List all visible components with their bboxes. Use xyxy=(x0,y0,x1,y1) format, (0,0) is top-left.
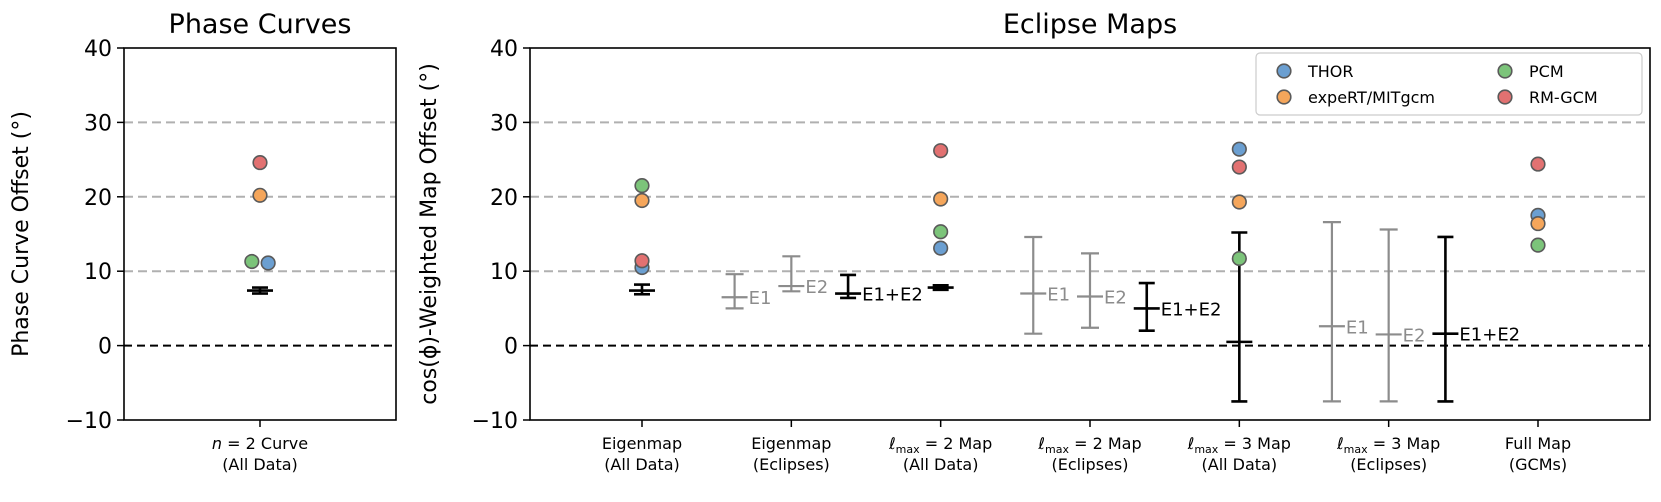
data-point-rm-gcm xyxy=(634,253,650,269)
error-bar: E2 xyxy=(1375,228,1426,403)
x-tick-label-line1: ℓmax = 3 Map xyxy=(1187,434,1291,456)
x-tick-label-line1: n = 2 Curve xyxy=(212,434,308,453)
error-bar-label: E2 xyxy=(1104,287,1127,308)
data-point-thor xyxy=(933,240,949,256)
x-tick-label-line2: (All Data) xyxy=(903,455,979,474)
x-tick-label-line2: (All Data) xyxy=(222,455,298,474)
x-tick-label-line1: ℓmax = 2 Map xyxy=(888,434,992,456)
data-point-pcm xyxy=(244,253,260,270)
error-bar: E1 xyxy=(1020,235,1070,335)
y-tick-label: 20 xyxy=(84,186,112,211)
y-axis-label: cos(ϕ)-Weighted Map Offset (°) xyxy=(417,63,442,405)
y-tick-label: 30 xyxy=(490,111,518,136)
legend-label: expeRT/MITgcm xyxy=(1308,88,1435,107)
y-tick-label: 30 xyxy=(84,111,112,136)
legend-marker xyxy=(1276,89,1292,105)
y-tick-label: 0 xyxy=(504,335,518,360)
x-tick-label-line1: Full Map xyxy=(1505,434,1571,453)
legend-box xyxy=(1255,52,1643,116)
x-tick-label-line2: (Eclipses) xyxy=(753,455,830,474)
error-bar: E1+E2 xyxy=(835,273,923,306)
y-axis-label: Phase Curve Offset (°) xyxy=(9,111,34,357)
legend-marker xyxy=(1497,89,1513,105)
legend-label: PCM xyxy=(1529,62,1564,81)
x-tick-label-line2: (Eclipses) xyxy=(1350,455,1427,474)
x-tick-label-line2: (GCMs) xyxy=(1509,455,1567,474)
y-tick-label: 10 xyxy=(490,260,518,285)
error-bar: E1 xyxy=(1318,220,1369,403)
error-bar: E2 xyxy=(1077,252,1127,329)
error-bar-label: E1 xyxy=(1346,317,1369,338)
y-tick-label: 40 xyxy=(490,37,518,62)
panel-phase-curves: −10 0 10 20 30 40 Phase Curves Phase Curve Offs… xyxy=(9,9,397,474)
legend-marker xyxy=(1276,63,1292,79)
x-tick-label-line2: (All Data) xyxy=(1202,455,1278,474)
panel-eclipse-maps: −10 0 10 20 30 40 Eclipse Maps cos(ϕ)-Weighted … xyxy=(417,9,1651,474)
x-tick-label-line1: Eigenmap xyxy=(602,434,682,453)
data-point-rm-gcm xyxy=(933,143,949,159)
y-tick-label: 20 xyxy=(490,186,518,211)
error-bar-label: E2 xyxy=(805,277,828,298)
error-bar-label: E1 xyxy=(749,288,772,309)
error-bar-label: E1 xyxy=(1047,285,1070,306)
data-point-expert-mitgcm xyxy=(252,187,268,203)
error-bar-label: E1+E2 xyxy=(1161,299,1222,320)
data-point-expert-mitgcm xyxy=(634,192,650,209)
legend-marker xyxy=(1497,63,1513,79)
x-tick-label-line2: (All Data) xyxy=(604,455,680,474)
x-tick-label-line1: ℓmax = 3 Map xyxy=(1336,434,1440,456)
data-point-pcm xyxy=(933,224,949,240)
data-point-pcm xyxy=(634,178,650,194)
y-tick-label: −10 xyxy=(472,409,518,434)
chart-title: Eclipse Maps xyxy=(1003,9,1177,40)
data-point-expert-mitgcm xyxy=(1530,215,1546,232)
legend-label: THOR xyxy=(1307,62,1354,81)
data-point-rm-gcm xyxy=(1231,159,1247,175)
x-tick-label-line1: ℓmax = 2 Map xyxy=(1037,434,1141,456)
error-bar xyxy=(927,284,954,292)
data-point-expert-mitgcm xyxy=(1231,194,1247,210)
error-bar: E1+E2 xyxy=(1133,281,1222,333)
axes-frame xyxy=(123,47,397,421)
legend-label: RM-GCM xyxy=(1529,88,1598,107)
data-point-pcm xyxy=(1231,250,1247,267)
error-bar: E1+E2 xyxy=(1432,235,1520,403)
error-bar: E2 xyxy=(778,255,828,298)
legend: THOR expeRT/MITgcm PCM RM-GCM xyxy=(1255,52,1643,116)
chart-title: Phase Curves xyxy=(169,9,352,40)
error-bar-label: E1+E2 xyxy=(862,285,923,306)
y-tick-label: 10 xyxy=(84,260,112,285)
data-point-thor xyxy=(1231,141,1247,157)
error-bar-label: E2 xyxy=(1403,325,1426,346)
data-point-rm-gcm xyxy=(252,154,268,171)
data-point-expert-mitgcm xyxy=(933,191,949,207)
error-bar xyxy=(247,286,273,295)
x-tick-label-line2: (Eclipses) xyxy=(1052,455,1129,474)
error-bar-label: E1+E2 xyxy=(1459,325,1520,346)
y-tick-label: 40 xyxy=(84,37,112,62)
error-bar xyxy=(629,283,655,296)
y-tick-label: 0 xyxy=(98,335,112,360)
data-point-rm-gcm xyxy=(1530,156,1546,172)
x-tick-label-line1: Eigenmap xyxy=(751,434,831,453)
y-tick-label: −10 xyxy=(66,409,112,434)
data-point-pcm xyxy=(1530,237,1546,253)
error-bar: E1 xyxy=(721,273,772,310)
data-point-thor xyxy=(260,255,276,271)
